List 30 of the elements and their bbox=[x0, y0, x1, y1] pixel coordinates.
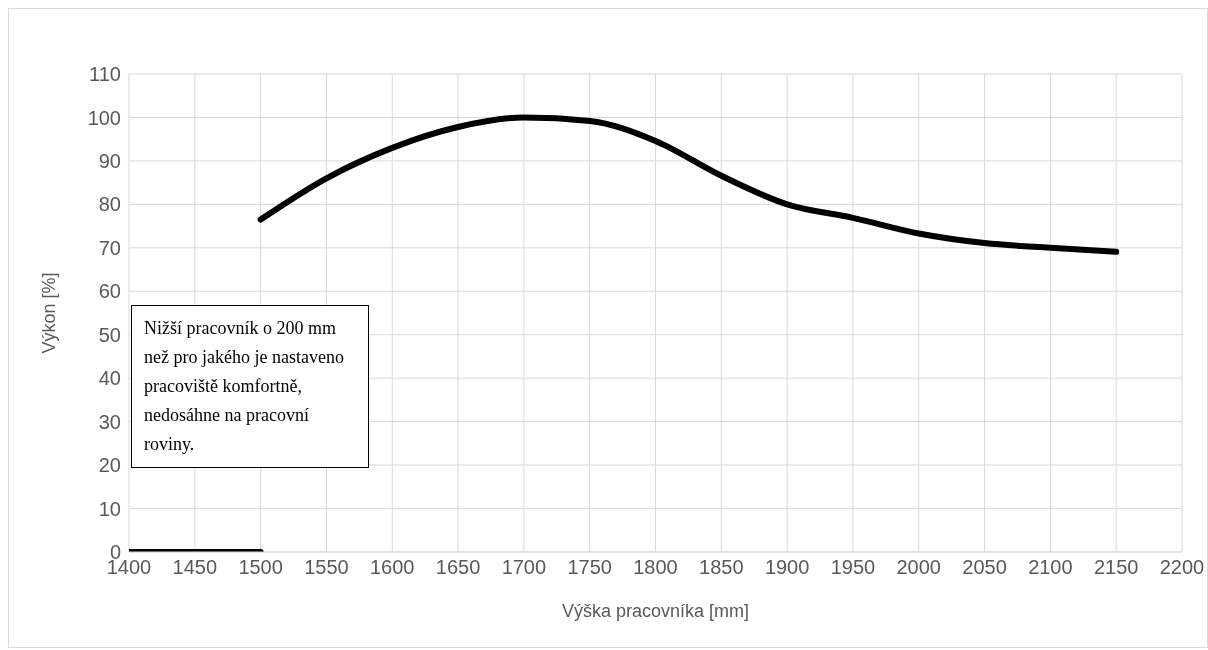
x-tick-label: 1500 bbox=[238, 556, 283, 579]
y-tick-label: 90 bbox=[98, 150, 121, 173]
y-tick-label: 70 bbox=[98, 236, 121, 259]
x-tick-label: 2100 bbox=[1028, 556, 1073, 579]
x-tick-label: 2000 bbox=[896, 556, 941, 579]
y-tick-label: 10 bbox=[98, 497, 121, 520]
x-tick-label: 1850 bbox=[699, 556, 744, 579]
x-tick-label: 1450 bbox=[172, 556, 218, 579]
x-tick-label: 2050 bbox=[962, 556, 1007, 579]
y-tick-label: 100 bbox=[87, 106, 121, 129]
y-axis-title: Výkon [%] bbox=[39, 272, 60, 354]
x-tick-label: 1800 bbox=[633, 556, 678, 579]
x-tick-label: 1550 bbox=[304, 556, 349, 579]
y-tick-label: 40 bbox=[98, 367, 121, 390]
y-tick-label: 30 bbox=[98, 410, 121, 433]
y-tick-label: 50 bbox=[98, 323, 121, 346]
x-tick-label: 1650 bbox=[435, 556, 481, 579]
x-tick-label: 1950 bbox=[830, 556, 876, 579]
y-tick-label: 20 bbox=[98, 454, 121, 477]
x-tick-label: 2200 bbox=[1159, 556, 1205, 579]
x-tick-label: 2150 bbox=[1093, 556, 1139, 579]
y-tick-label: 110 bbox=[89, 63, 121, 86]
x-tick-label: 1900 bbox=[764, 556, 810, 579]
x-tick-label: 1700 bbox=[501, 556, 547, 579]
x-tick-label: 1600 bbox=[370, 556, 415, 579]
x-axis-title: Výška pracovníka [mm] bbox=[561, 601, 750, 621]
x-tick-label: 1750 bbox=[567, 556, 612, 579]
y-tick-label: 80 bbox=[98, 193, 121, 216]
annotation: Nižší pracovník o 200 mm než pro jakého je nastaveno pracoviště komfortně, nedosáhne na pracovní roviny. bbox=[131, 305, 369, 468]
y-tick-label: 60 bbox=[98, 280, 121, 303]
